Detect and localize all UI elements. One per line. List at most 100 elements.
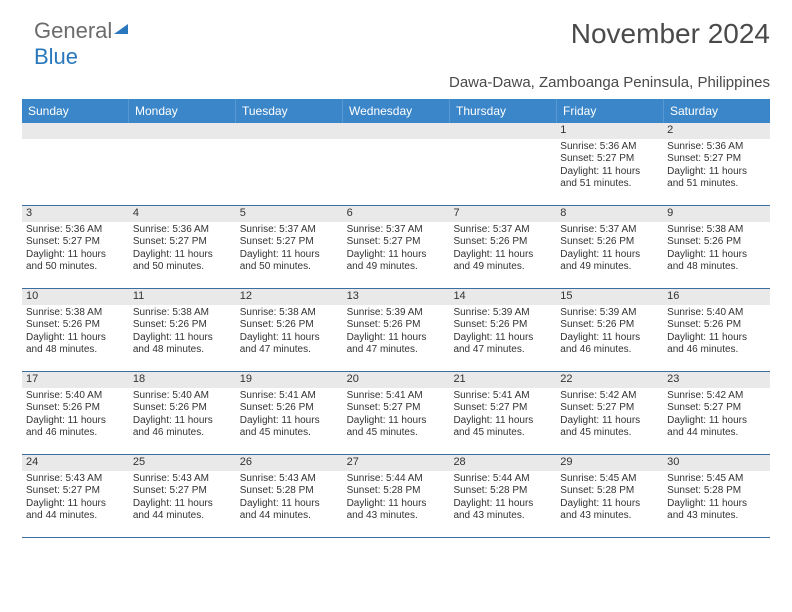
week-row: 24Sunrise: 5:43 AMSunset: 5:27 PMDayligh… xyxy=(22,455,770,538)
title-block: November 2024 xyxy=(571,18,770,50)
day-header-row: Sunday Monday Tuesday Wednesday Thursday… xyxy=(22,99,770,123)
day-body xyxy=(129,139,236,145)
day-info-line: Daylight: 11 hours and 49 minutes. xyxy=(347,249,446,274)
day-body: Sunrise: 5:38 AMSunset: 5:26 PMDaylight:… xyxy=(22,305,129,361)
day-body: Sunrise: 5:40 AMSunset: 5:26 PMDaylight:… xyxy=(663,305,770,361)
week-row: 17Sunrise: 5:40 AMSunset: 5:26 PMDayligh… xyxy=(22,372,770,455)
day-info-line: Sunset: 5:26 PM xyxy=(240,402,339,415)
day-info-line: Daylight: 11 hours and 44 minutes. xyxy=(240,498,339,523)
day-info-line: Daylight: 11 hours and 50 minutes. xyxy=(240,249,339,274)
day-number: 5 xyxy=(236,206,343,222)
day-body: Sunrise: 5:44 AMSunset: 5:28 PMDaylight:… xyxy=(343,471,450,527)
day-info-line: Daylight: 11 hours and 47 minutes. xyxy=(347,332,446,357)
day-info-line: Sunrise: 5:43 AM xyxy=(133,473,232,486)
day-cell xyxy=(22,123,129,205)
day-info-line: Daylight: 11 hours and 43 minutes. xyxy=(667,498,766,523)
day-body: Sunrise: 5:43 AMSunset: 5:27 PMDaylight:… xyxy=(129,471,236,527)
day-info-line: Sunrise: 5:38 AM xyxy=(26,307,125,320)
day-info-line: Sunrise: 5:38 AM xyxy=(240,307,339,320)
day-info-line: Sunrise: 5:43 AM xyxy=(26,473,125,486)
day-body: Sunrise: 5:38 AMSunset: 5:26 PMDaylight:… xyxy=(663,222,770,278)
day-number: 25 xyxy=(129,455,236,471)
day-cell: 19Sunrise: 5:41 AMSunset: 5:26 PMDayligh… xyxy=(236,372,343,454)
day-header: Saturday xyxy=(664,99,770,123)
day-info-line: Sunset: 5:27 PM xyxy=(133,485,232,498)
day-info-line: Sunset: 5:26 PM xyxy=(667,319,766,332)
day-number: 24 xyxy=(22,455,129,471)
day-number: 4 xyxy=(129,206,236,222)
day-info-line: Sunset: 5:26 PM xyxy=(133,402,232,415)
logo-text-1: General xyxy=(34,18,112,44)
day-info-line: Sunset: 5:27 PM xyxy=(560,402,659,415)
day-info-line: Daylight: 11 hours and 43 minutes. xyxy=(560,498,659,523)
day-info-line: Sunset: 5:27 PM xyxy=(453,402,552,415)
day-cell: 24Sunrise: 5:43 AMSunset: 5:27 PMDayligh… xyxy=(22,455,129,537)
day-info-line: Sunset: 5:26 PM xyxy=(560,319,659,332)
day-cell: 23Sunrise: 5:42 AMSunset: 5:27 PMDayligh… xyxy=(663,372,770,454)
day-info-line: Sunrise: 5:41 AM xyxy=(347,390,446,403)
day-cell: 17 Sunrise: 5:40 AMSunset: 5:26 PMDayligh… xyxy=(22,372,129,454)
day-info-line: Sunset: 5:26 PM xyxy=(667,236,766,249)
day-info-line: Sunset: 5:28 PM xyxy=(240,485,339,498)
day-info-line: Sunrise: 5:40 AM xyxy=(26,390,125,403)
day-number: 17 xyxy=(22,372,129,388)
day-body xyxy=(343,139,450,145)
day-info-line: Sunrise: 5:36 AM xyxy=(133,224,232,237)
day-info-line: Sunset: 5:26 PM xyxy=(26,402,125,415)
day-info-line: Sunrise: 5:37 AM xyxy=(240,224,339,237)
day-info-line: Sunrise: 5:39 AM xyxy=(347,307,446,320)
day-info-line: Daylight: 11 hours and 46 minutes. xyxy=(26,415,125,440)
day-info-line: Daylight: 11 hours and 43 minutes. xyxy=(453,498,552,523)
day-cell: 11Sunrise: 5:38 AMSunset: 5:26 PMDayligh… xyxy=(129,289,236,371)
day-info-line: Sunrise: 5:37 AM xyxy=(453,224,552,237)
day-body: Sunrise: 5:41 AMSunset: 5:27 PMDaylight:… xyxy=(343,388,450,444)
day-info-line: Daylight: 11 hours and 48 minutes. xyxy=(26,332,125,357)
day-number: 14 xyxy=(449,289,556,305)
day-body: Sunrise: 5:45 AMSunset: 5:28 PMDaylight:… xyxy=(556,471,663,527)
day-info-line: Sunrise: 5:38 AM xyxy=(133,307,232,320)
day-number: 21 xyxy=(449,372,556,388)
day-info-line: Sunrise: 5:44 AM xyxy=(347,473,446,486)
day-cell: 4Sunrise: 5:36 AMSunset: 5:27 PMDaylight… xyxy=(129,206,236,288)
day-cell: 12Sunrise: 5:38 AMSunset: 5:26 PMDayligh… xyxy=(236,289,343,371)
day-info-line: Sunset: 5:27 PM xyxy=(347,402,446,415)
day-cell: 9Sunrise: 5:38 AMSunset: 5:26 PMDaylight… xyxy=(663,206,770,288)
day-number: 3 xyxy=(22,206,129,222)
day-info-line: Sunrise: 5:45 AM xyxy=(560,473,659,486)
day-number: 12 xyxy=(236,289,343,305)
day-number: 6 xyxy=(343,206,450,222)
day-number: 19 xyxy=(236,372,343,388)
day-number: 22 xyxy=(556,372,663,388)
day-number: 29 xyxy=(556,455,663,471)
day-cell: 5Sunrise: 5:37 AMSunset: 5:27 PMDaylight… xyxy=(236,206,343,288)
day-body: Sunrise: 5:36 AMSunset: 5:27 PMDaylight:… xyxy=(22,222,129,278)
week-row: 1Sunrise: 5:36 AMSunset: 5:27 PMDaylight… xyxy=(22,123,770,206)
day-info-line: Daylight: 11 hours and 51 minutes. xyxy=(667,166,766,191)
day-number: 27 xyxy=(343,455,450,471)
day-info-line: Sunrise: 5:43 AM xyxy=(240,473,339,486)
day-cell: 26Sunrise: 5:43 AMSunset: 5:28 PMDayligh… xyxy=(236,455,343,537)
day-body: Sunrise: 5:42 AMSunset: 5:27 PMDaylight:… xyxy=(663,388,770,444)
day-header: Wednesday xyxy=(343,99,450,123)
day-body: Sunrise: 5:36 AMSunset: 5:27 PMDaylight:… xyxy=(129,222,236,278)
day-info-line: Daylight: 11 hours and 45 minutes. xyxy=(347,415,446,440)
day-number: 15 xyxy=(556,289,663,305)
day-number: 7 xyxy=(449,206,556,222)
day-info-line: Sunset: 5:27 PM xyxy=(667,153,766,166)
day-info-line: Sunset: 5:28 PM xyxy=(453,485,552,498)
day-info-line: Sunset: 5:28 PM xyxy=(667,485,766,498)
day-info-line: Daylight: 11 hours and 49 minutes. xyxy=(560,249,659,274)
week-row: 10Sunrise: 5:38 AMSunset: 5:26 PMDayligh… xyxy=(22,289,770,372)
day-number: 13 xyxy=(343,289,450,305)
week-row: 3Sunrise: 5:36 AMSunset: 5:27 PMDaylight… xyxy=(22,206,770,289)
day-number: 2 xyxy=(663,123,770,139)
day-info-line: Sunrise: 5:37 AM xyxy=(347,224,446,237)
day-cell: 8Sunrise: 5:37 AMSunset: 5:26 PMDaylight… xyxy=(556,206,663,288)
day-number: 20 xyxy=(343,372,450,388)
day-number: 18 xyxy=(129,372,236,388)
day-body: Sunrise: 5:39 AMSunset: 5:26 PMDaylight:… xyxy=(449,305,556,361)
day-info-line: Sunset: 5:26 PM xyxy=(453,319,552,332)
day-number: 23 xyxy=(663,372,770,388)
day-body: Sunrise: 5:42 AMSunset: 5:27 PMDaylight:… xyxy=(556,388,663,444)
day-info-line: Sunset: 5:28 PM xyxy=(560,485,659,498)
